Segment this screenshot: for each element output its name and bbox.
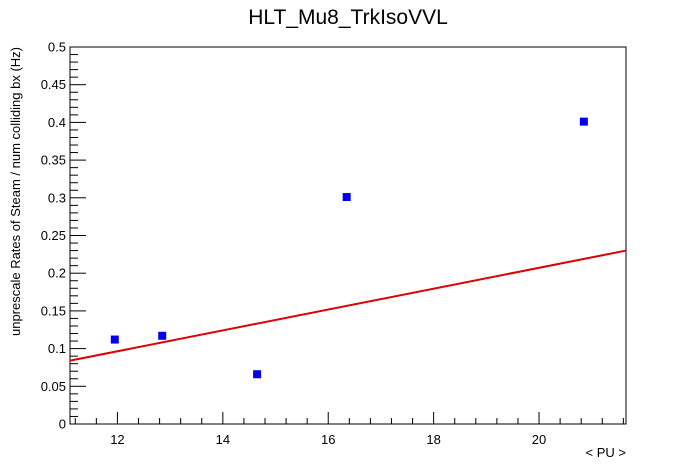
x-tick-label: 20	[532, 432, 546, 447]
data-point	[253, 370, 262, 379]
y-tick-label: 0	[59, 417, 66, 432]
y-tick-label: 0.2	[48, 266, 66, 281]
y-tick-label: 0.05	[41, 379, 66, 394]
y-tick-label: 0.15	[41, 303, 66, 318]
y-tick-label: 0.1	[48, 341, 66, 356]
y-tick-label: 0.3	[48, 190, 66, 205]
x-axis-label: < PU >	[586, 445, 626, 460]
points-layer	[110, 117, 588, 379]
y-axis-tick-labels: 0 0.05 0.1 0.15 0.2 0.25 0.3 0.35 0.4 0.45 0.5	[41, 40, 66, 432]
data-point	[342, 193, 351, 202]
x-tick-label: 18	[426, 432, 440, 447]
fit-line-layer	[69, 249, 627, 362]
y-tick-label: 0.35	[41, 153, 66, 168]
data-point	[579, 117, 588, 126]
fit-line	[69, 249, 627, 362]
x-tick-label: 14	[216, 432, 230, 447]
chart-title: HLT_Mu8_TrkIsoVVL	[248, 6, 448, 29]
y-tick-label: 0.4	[48, 115, 66, 130]
y-tick-label: 0.45	[41, 77, 66, 92]
x-axis-tick-labels: 12 14 16 18 20	[110, 432, 546, 447]
data-point	[158, 331, 167, 340]
y-axis-ticks	[70, 46, 86, 425]
data-point	[110, 335, 119, 344]
x-axis-ticks	[74, 412, 624, 424]
x-tick-label: 12	[110, 432, 124, 447]
x-tick-label: 16	[321, 432, 335, 447]
y-tick-label: 0.5	[48, 40, 66, 55]
y-axis-label: unprescale Rates of Steam / num collidin…	[8, 47, 23, 336]
y-tick-label: 0.25	[41, 228, 66, 243]
